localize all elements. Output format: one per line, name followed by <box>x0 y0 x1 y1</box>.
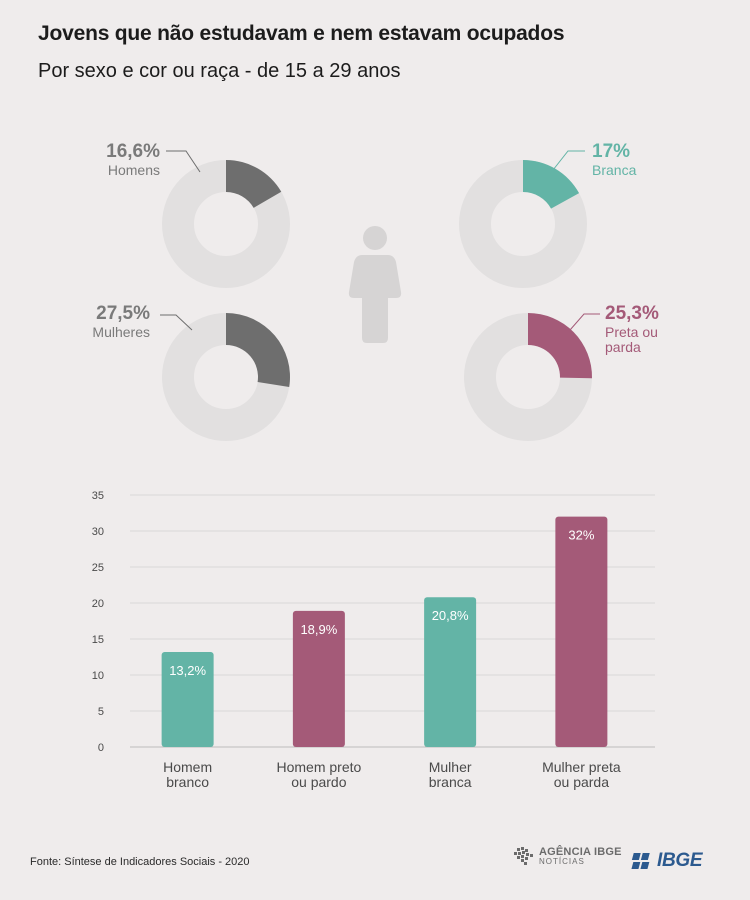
donut-slice <box>226 160 282 208</box>
x-tick-label: Homem preto <box>276 759 361 775</box>
donut-value: 25,3% <box>605 303 659 324</box>
x-tick-label: Homem <box>163 759 212 775</box>
y-tick-label: 25 <box>92 562 104 574</box>
donut-value: 17% <box>592 141 631 162</box>
y-axis: 0 5 10 15 20 25 30 35 <box>92 490 104 754</box>
y-tick-label: 35 <box>92 490 104 502</box>
donut-preta-ou-parda <box>464 313 592 441</box>
donut-category-line1: Preta ou <box>605 324 658 340</box>
x-tick-label: branca <box>429 774 472 790</box>
brazil-map-icon <box>514 847 533 865</box>
donut-slice <box>226 313 291 388</box>
x-tick-label: branco <box>166 774 209 790</box>
donut-category: Branca <box>592 162 637 178</box>
donut-category: Homens <box>107 162 160 178</box>
ibge-logo-text: IBGE <box>657 850 703 871</box>
agencia-ibge-logo: AGÊNCIA IBGE NOTÍCIAS <box>513 846 622 866</box>
bar-value-label: 13,2% <box>169 663 206 678</box>
chart-subtitle: Por sexo e cor ou raça - de 15 a 29 anos <box>38 60 401 82</box>
donut-label-branca: 17% Branca <box>592 142 636 178</box>
y-tick-label: 20 <box>92 598 104 610</box>
ibge-grid-icon <box>631 853 650 869</box>
agencia-logo-text: AGÊNCIA IBGE <box>539 845 622 858</box>
bar-value-label: 20,8% <box>432 608 469 623</box>
bar <box>161 651 214 747</box>
bar-value-label: 18,9% <box>300 622 337 637</box>
leader-line-homens <box>166 150 201 173</box>
leader-line-branca <box>552 150 585 171</box>
bar <box>292 610 345 747</box>
donut-slice <box>528 313 592 379</box>
agencia-logo-subtext: NOTÍCIAS <box>539 856 585 866</box>
person-icon <box>348 226 402 343</box>
y-tick-label: 10 <box>92 670 104 682</box>
donut-value: 27,5% <box>96 303 150 324</box>
donut-value: 16,6% <box>106 141 160 162</box>
y-tick-label: 15 <box>92 634 104 646</box>
bar-value-label: 32% <box>568 528 594 543</box>
ibge-logo: IBGE <box>628 850 703 872</box>
chart-title: Jovens que não estudavam e nem estavam o… <box>38 22 565 45</box>
donut-label-homens: 16,6% Homens <box>82 142 160 178</box>
donut-homens <box>162 160 290 288</box>
donut-branca <box>459 160 587 288</box>
x-tick-label: ou pardo <box>291 774 346 790</box>
y-tick-label: 5 <box>98 706 104 718</box>
x-tick-label: Mulher <box>429 759 472 775</box>
x-tick-label: Mulher preta <box>542 759 621 775</box>
donut-label-preta-parda: 25,3% Preta ou parda <box>605 304 659 354</box>
y-tick-label: 0 <box>98 742 104 754</box>
donut-category-line2: parda <box>605 338 641 355</box>
y-tick-label: 30 <box>92 526 104 538</box>
x-tick-label: ou parda <box>554 774 609 790</box>
donut-label-mulheres: 27,5% Mulheres <box>62 304 150 340</box>
donut-charts <box>160 150 600 441</box>
donut-slice <box>523 160 580 209</box>
bars: 13,2% 18,9% 20,8% 32% <box>161 516 608 747</box>
leader-line-mulheres <box>160 314 193 331</box>
donut-category: Mulheres <box>92 324 150 340</box>
leader-line-preta-parda <box>569 313 600 331</box>
bar <box>424 597 477 747</box>
bar <box>555 516 608 747</box>
donut-mulheres <box>162 313 291 441</box>
source-note: Fonte: Síntese de Indicadores Sociais - … <box>30 856 250 868</box>
